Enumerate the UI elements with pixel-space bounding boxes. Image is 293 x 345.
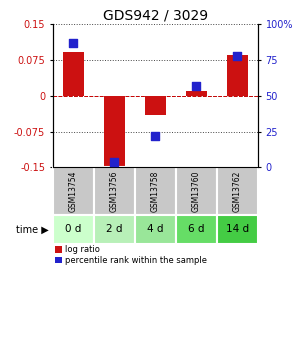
Bar bbox=[176, 215, 217, 244]
Title: GDS942 / 3029: GDS942 / 3029 bbox=[103, 9, 208, 23]
Legend: log ratio, percentile rank within the sample: log ratio, percentile rank within the sa… bbox=[55, 245, 207, 265]
Bar bbox=[104, 96, 125, 170]
Text: GSM13754: GSM13754 bbox=[69, 170, 78, 212]
Point bbox=[71, 40, 76, 46]
Bar bbox=[217, 215, 258, 244]
Point bbox=[194, 83, 199, 88]
Text: 0 d: 0 d bbox=[65, 224, 81, 234]
Bar bbox=[227, 55, 248, 96]
Text: GSM13756: GSM13756 bbox=[110, 170, 119, 212]
Text: 14 d: 14 d bbox=[226, 224, 249, 234]
Text: 2 d: 2 d bbox=[106, 224, 122, 234]
Bar bbox=[53, 167, 94, 215]
Text: time ▶: time ▶ bbox=[16, 224, 49, 234]
Text: 6 d: 6 d bbox=[188, 224, 205, 234]
Point bbox=[112, 159, 117, 164]
Bar bbox=[53, 215, 94, 244]
Text: GSM13762: GSM13762 bbox=[233, 170, 242, 212]
Bar bbox=[135, 215, 176, 244]
Point bbox=[153, 133, 158, 139]
Bar bbox=[176, 167, 217, 215]
Point bbox=[235, 53, 240, 58]
Text: GSM13760: GSM13760 bbox=[192, 170, 201, 212]
Text: GSM13758: GSM13758 bbox=[151, 170, 160, 212]
Bar bbox=[135, 167, 176, 215]
Bar bbox=[186, 91, 207, 96]
Bar bbox=[217, 167, 258, 215]
Bar bbox=[94, 167, 135, 215]
Bar bbox=[94, 215, 135, 244]
Bar bbox=[63, 52, 84, 96]
Text: 4 d: 4 d bbox=[147, 224, 163, 234]
Bar bbox=[145, 96, 166, 115]
